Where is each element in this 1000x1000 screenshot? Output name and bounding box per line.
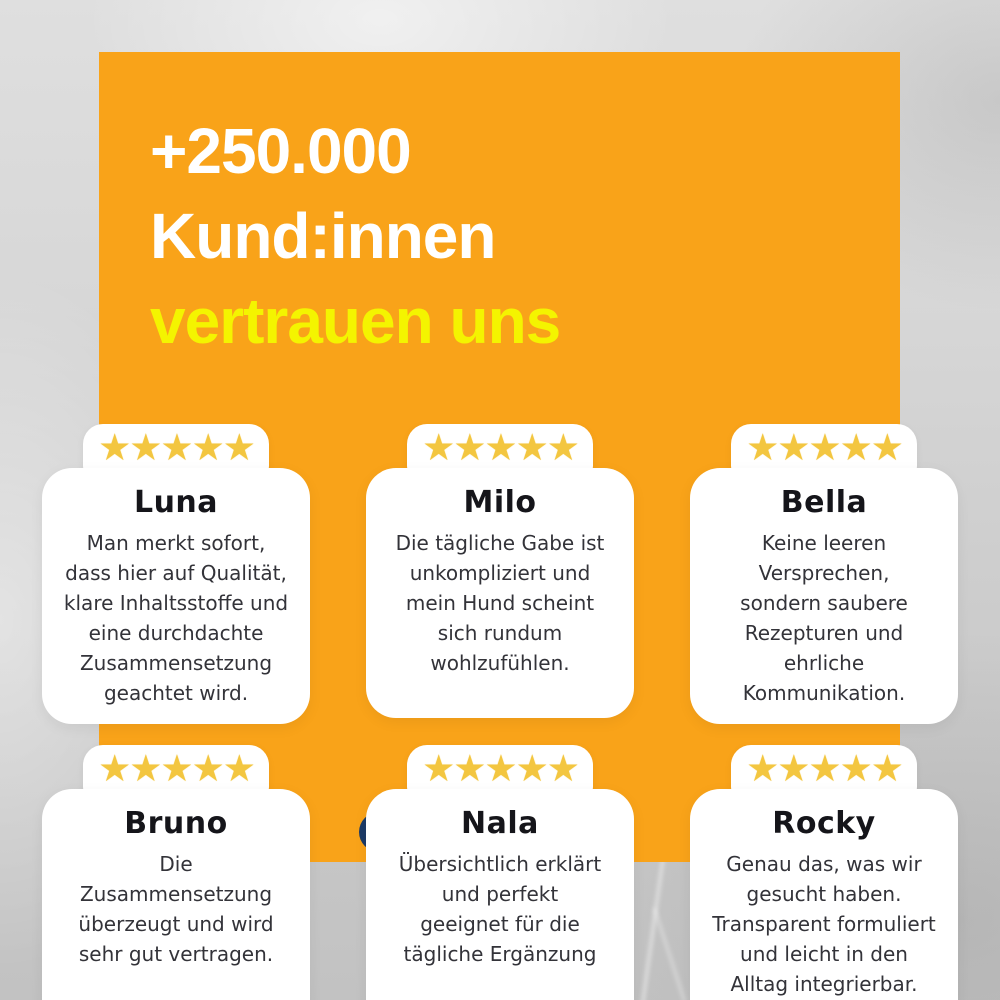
headline: +250.000 Kund:innen vertrauen uns — [150, 109, 561, 364]
five-star-icon: ★★★★★ — [98, 426, 256, 469]
review-text: Man merkt sofort, dass hier auf Qualität… — [63, 531, 289, 705]
headline-trust: vertrauen uns — [150, 285, 561, 357]
review-text: Die Zusammensetzung überzeugt und wird s… — [78, 852, 274, 966]
testimonial-card-rocky: ★★★★★ Rocky Genau das, was wir gesucht h… — [690, 745, 958, 1000]
customer-name: Rocky — [772, 806, 876, 841]
testimonial-card: Nala Übersichtlich erklärt und perfekt g… — [366, 789, 634, 1000]
testimonial-card: Bruno Die Zusammensetzung überzeugt und … — [42, 789, 310, 1000]
five-star-icon: ★★★★★ — [422, 426, 580, 469]
testimonial-card: Rocky Genau das, was wir gesucht haben. … — [690, 789, 958, 1000]
five-star-icon: ★★★★★ — [746, 426, 904, 469]
testimonial-card-bruno: ★★★★★ Bruno Die Zusammensetzung überzeug… — [42, 745, 310, 1000]
customer-name: Milo — [463, 485, 537, 520]
testimonial-card-nala: ★★★★★ Nala Übersichtlich erklärt und per… — [366, 745, 634, 1000]
five-star-icon: ★★★★★ — [422, 747, 580, 790]
testimonial-card: Bella Keine leeren Versprechen, sondern … — [690, 468, 958, 724]
background-texture — [652, 906, 687, 1000]
customer-name: Bella — [780, 485, 868, 520]
customer-name: Luna — [133, 485, 219, 520]
review-text: Übersichtlich erklärt und perfekt geeign… — [398, 852, 602, 966]
review-text: Keine leeren Versprechen, sondern sauber… — [740, 531, 908, 705]
testimonial-card: Luna Man merkt sofort, dass hier auf Qua… — [42, 468, 310, 724]
customer-name: Nala — [461, 806, 539, 841]
five-star-icon: ★★★★★ — [746, 747, 904, 790]
testimonial-card-luna: ★★★★★ Luna Man merkt sofort, dass hier a… — [42, 424, 310, 724]
five-star-icon: ★★★★★ — [98, 747, 256, 790]
headline-customers: Kund:innen — [150, 200, 496, 272]
review-text: Die tägliche Gabe ist unkompliziert und … — [395, 531, 605, 675]
customer-name: Bruno — [124, 806, 228, 841]
review-text: Genau das, was wir gesucht haben. Transp… — [712, 852, 936, 996]
testimonial-card-bella: ★★★★★ Bella Keine leeren Versprechen, so… — [690, 424, 958, 724]
headline-count: +250.000 — [150, 115, 412, 187]
testimonial-card: Milo Die tägliche Gabe ist unkompliziert… — [366, 468, 634, 718]
testimonial-card-milo: ★★★★★ Milo Die tägliche Gabe ist unkompl… — [366, 424, 634, 718]
